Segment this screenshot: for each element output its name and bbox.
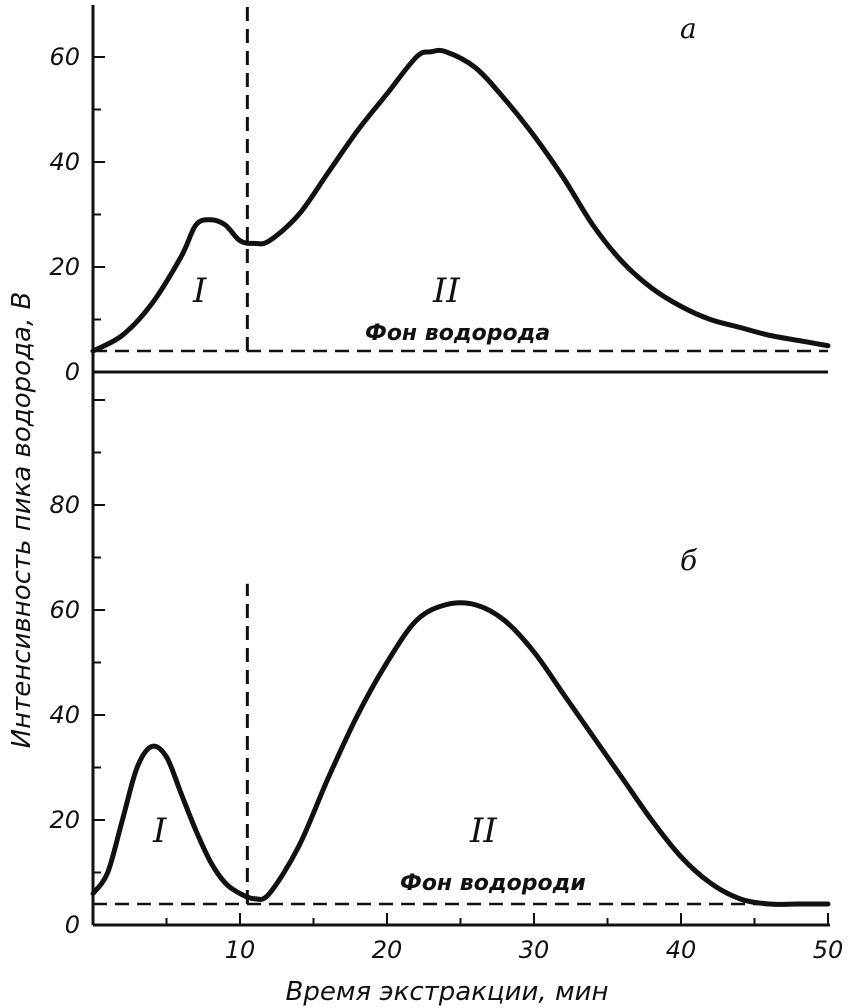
x-tick-label: 10 bbox=[225, 936, 256, 964]
panel-b-y-tick-label: 80 bbox=[49, 491, 80, 519]
panel-b-y-tick-label: 20 bbox=[49, 806, 80, 834]
x-tick-label: 50 bbox=[813, 936, 844, 964]
x-axis-title: Время экстракции, мин bbox=[286, 977, 609, 1007]
panel-b-y-tick-label: 60 bbox=[49, 596, 80, 624]
x-tick-label: 20 bbox=[372, 936, 403, 964]
panel-b-y-tick-label: 0 bbox=[65, 911, 80, 939]
x-tick-label: 30 bbox=[519, 936, 550, 964]
y-axis-title: Интенсивность пика водорода, В bbox=[7, 292, 37, 749]
panel-a-background-label: Фон водорода bbox=[365, 321, 550, 346]
panel-b-series-line bbox=[90, 600, 831, 907]
panel-b-background-label: Фон водороди bbox=[400, 871, 586, 896]
tick-labels: 0 20 40 60 0 20 40 60 80 10 20 30 40 50 bbox=[49, 43, 843, 964]
panel-a-region-1-label: I bbox=[192, 271, 207, 311]
panel-b-region-2-label: II bbox=[469, 811, 497, 851]
panel-a-series-line bbox=[90, 47, 831, 354]
x-tick-label: 40 bbox=[666, 936, 697, 964]
panel-a-y-tick-label: 60 bbox=[49, 43, 80, 71]
panel-a-y-tick-label: 20 bbox=[49, 253, 80, 281]
panel-b: б I II Фон водороди bbox=[90, 544, 831, 907]
panel-a-region-2-label: II bbox=[432, 271, 460, 311]
panel-a-y-tick-label: 40 bbox=[49, 148, 80, 176]
panel-b-region-1-label: I bbox=[152, 811, 167, 851]
panel-b-y-tick-label: 40 bbox=[49, 701, 80, 729]
panel-a: a I II Фон водорода bbox=[90, 0, 831, 354]
panel-a-y-tick-label: 0 bbox=[65, 358, 80, 386]
tick-marks bbox=[92, 56, 829, 926]
panel-b-label: б bbox=[680, 544, 698, 577]
panel-a-label: a bbox=[680, 12, 697, 45]
